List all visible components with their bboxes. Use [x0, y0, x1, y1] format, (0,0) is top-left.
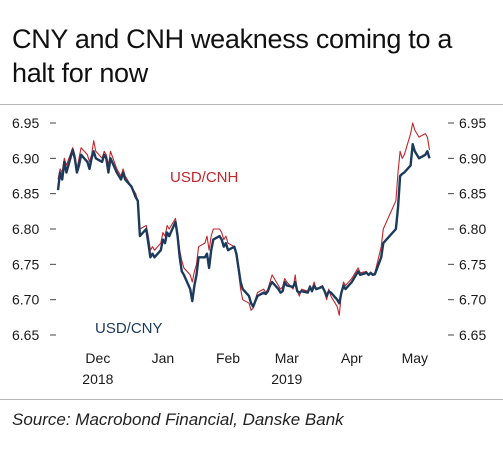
y-tick-label-right: 6.95: [459, 115, 486, 131]
top-divider: [0, 104, 503, 105]
y-axis-right: 6.95 6.90 6.85 6.80 6.75 6.70 6.65: [448, 115, 486, 343]
series-label-usd-cny: USD/CNY: [95, 320, 163, 337]
y-axis-left: 6.95 6.90 6.85 6.80 6.75 6.70 6.65: [12, 115, 56, 343]
series-lines: [56, 122, 431, 316]
y-tick-label-right: 6.65: [459, 327, 486, 343]
x-tick-label: Apr: [341, 350, 363, 366]
series-line-usd-cny: [56, 143, 431, 308]
y-tick-label-left: 6.80: [12, 221, 39, 237]
x-tick-label: Feb: [216, 350, 240, 366]
x-axis: Dec 2018 Jan Feb Mar 2019 Apr May: [82, 350, 428, 387]
source-note: Source: Macrobond Financial, Danske Bank: [12, 410, 344, 429]
y-tick-label-right: 6.90: [459, 150, 486, 166]
x-tick-label: Dec: [85, 350, 110, 366]
y-tick-label-left: 6.85: [12, 186, 39, 202]
y-tick-label-right: 6.70: [459, 292, 486, 308]
x-year-label: 2018: [82, 371, 113, 387]
chart-title: CNY and CNH weakness coming to a halt fo…: [12, 24, 453, 88]
bottom-divider: [0, 399, 503, 400]
x-tick-label: Jan: [152, 350, 175, 366]
y-tick-label-right: 6.85: [459, 186, 486, 202]
x-year-label: 2019: [271, 371, 302, 387]
x-tick-label: May: [402, 350, 428, 366]
x-tick-label: Mar: [275, 350, 299, 366]
y-tick-label-right: 6.80: [459, 221, 486, 237]
y-tick-label-left: 6.70: [12, 292, 39, 308]
y-tick-label-right: 6.75: [459, 256, 486, 272]
series-line-usd-cnh: [57, 122, 431, 316]
y-tick-label-left: 6.65: [12, 327, 39, 343]
line-chart: 6.95 6.90 6.85 6.80 6.75 6.70 6.65 6.95 6.90 6.8…: [12, 115, 486, 387]
series-label-usd-cnh: USD/CNH: [170, 169, 238, 186]
y-tick-label-left: 6.75: [12, 256, 39, 272]
y-tick-label-left: 6.95: [12, 115, 39, 131]
y-tick-label-left: 6.90: [12, 150, 39, 166]
